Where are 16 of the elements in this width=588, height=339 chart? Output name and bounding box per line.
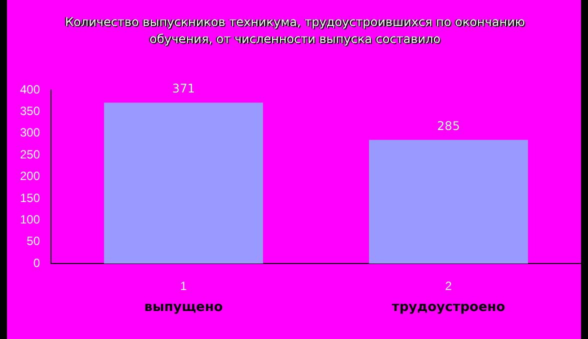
text: трудоустроено [392,300,506,315]
y-tick-label: 300 [20,126,40,140]
x-tick-label: 1 [180,279,188,294]
y-tick-label: 100 [20,212,40,227]
x-tick-label: 2 [445,279,452,294]
y-tick-label: 350 [20,104,40,118]
chart-title: Количество выпускников техникума, трудоустроившихся по окончанию обучения, от численности выпуска составило [64,14,526,48]
data-label: 371 [172,82,195,96]
data-label: 285 [437,118,460,133]
text: выпущено [144,300,223,315]
y-tick-label: 150 [20,190,40,205]
y-tick-label: 250 [20,147,40,162]
y-tick-label: 0 [33,256,40,270]
y-tick-label: 50 [26,234,40,248]
y-tick-label: 400 [20,82,40,96]
y-tick-label: 200 [20,169,40,184]
